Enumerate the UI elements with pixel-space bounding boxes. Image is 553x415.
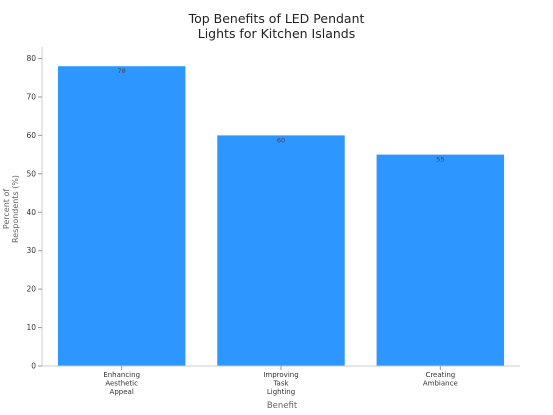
x-tick-label-line: Aesthetic (105, 380, 138, 388)
y-axis: 0 10 20 30 40 50 60 70 80 (26, 47, 43, 371)
y-tick-label: 80 (26, 54, 36, 63)
x-tick-label: Creating Ambiance (423, 371, 458, 388)
x-axis: Enhancing Aesthetic Appeal Improving Task Lig… (42, 365, 520, 396)
bar-data-label: 60 (277, 136, 285, 144)
x-tick-label-line: Lighting (267, 388, 295, 396)
x-tick-label-line: Task (272, 380, 289, 388)
x-axis-label: Benefit (267, 401, 298, 411)
x-tick-label-line: Improving (263, 371, 298, 379)
y-tick-label: 70 (26, 92, 36, 101)
y-axis-label-line-1: Percent of (2, 189, 11, 230)
y-tick-label: 60 (26, 131, 36, 140)
y-tick-label: 0 (31, 362, 36, 371)
x-tick-label: Improving Task Lighting (263, 371, 298, 396)
y-tick-label: 40 (26, 208, 36, 217)
bar (376, 154, 505, 366)
y-axis-label-line-2: Respondents (%) (11, 175, 20, 243)
y-tick-label: 10 (26, 323, 36, 332)
bar-data-label: 78 (118, 67, 126, 75)
y-tick-label: 50 (26, 169, 36, 178)
y-tick-label: 30 (26, 246, 36, 255)
bar-data-label: 55 (436, 156, 444, 164)
x-tick-label-line: Ambiance (423, 380, 458, 388)
chart-title-line-1: Top Benefits of LED Pendant (188, 11, 365, 26)
bar (57, 66, 186, 367)
bars-group: 78 60 55 (57, 66, 505, 367)
x-tick-label-line: Appeal (110, 388, 134, 396)
x-tick-label-line: Creating (425, 371, 455, 379)
bar (217, 135, 345, 366)
x-tick-label-line: Enhancing (103, 371, 140, 379)
y-tick-label: 20 (26, 285, 36, 294)
chart-title-line-2: Lights for Kitchen Islands (197, 26, 356, 41)
x-tick-label: Enhancing Aesthetic Appeal (103, 371, 140, 396)
